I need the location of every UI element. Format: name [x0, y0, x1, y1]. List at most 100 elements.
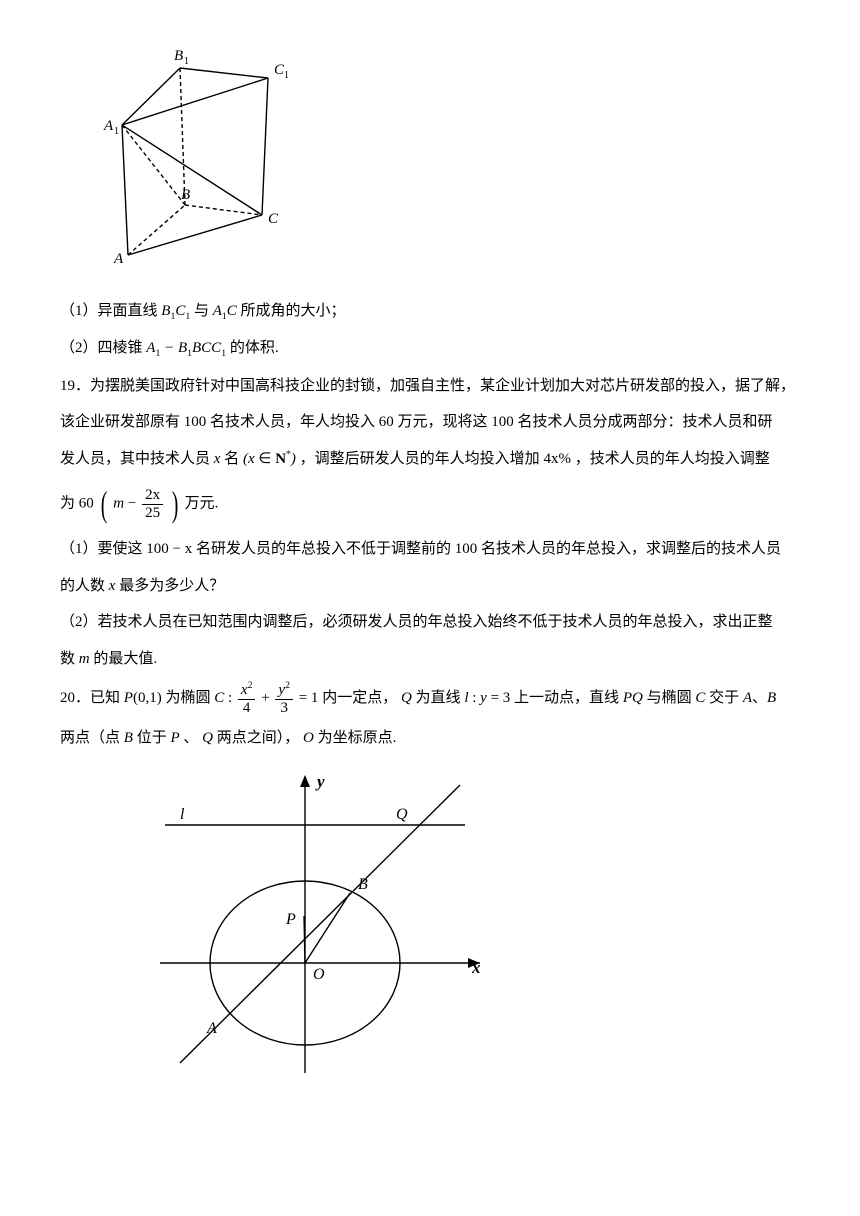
- q20-l2c: 、: [183, 730, 198, 746]
- den-25: 25: [145, 505, 160, 521]
- q19-intro3a: 发人员，其中技术人员: [60, 451, 214, 467]
- q18-part1: （1）异面直线 B1C1 与 A1C 所成角的大小；: [60, 297, 810, 327]
- svg-text:A: A: [206, 1020, 217, 1037]
- q20-e: 上一动点，直线: [514, 690, 623, 706]
- q20-Q: Q: [401, 690, 412, 706]
- q20-num: 20．: [60, 690, 90, 706]
- seg2-b: C: [227, 303, 237, 319]
- q18-p1-post: 所成角的大小；: [241, 303, 346, 319]
- q19-intro3b: 名: [224, 451, 243, 467]
- q19-p1-l1: （1）要使这 100 − x 名研发人员的年总投入不低于调整前的 100 名技术…: [60, 535, 810, 564]
- q20-a: 已知: [90, 690, 124, 706]
- q20-P: P(0,1): [124, 690, 162, 706]
- q20-C2: C: [695, 690, 705, 706]
- dun1: 、: [752, 690, 767, 706]
- q20-O: O: [303, 730, 314, 746]
- plus: +: [261, 690, 273, 706]
- seg-a1c: A1C: [213, 303, 241, 319]
- svg-text:P: P: [285, 911, 296, 928]
- svg-text:1: 1: [114, 126, 119, 137]
- seg2-a: A: [213, 303, 222, 319]
- q20-P2: P: [170, 730, 179, 746]
- frac-y2-3: y2 3: [275, 681, 293, 716]
- q19-p1b: 名研发人员的年总投入不低于调整前的 100 名技术人员的年总投入，求调整后的技术…: [196, 541, 781, 557]
- cone-e: C: [211, 340, 221, 356]
- frac-x2-4: x2 4: [238, 681, 256, 716]
- q19-p1d: 最多为多少人？: [119, 578, 224, 594]
- q19-p2-l2: 数 m 的最大值.: [60, 645, 810, 674]
- q19-intro3c: ，调整后研发人员的年人均投入增加: [300, 451, 544, 467]
- svg-text:O: O: [313, 966, 325, 983]
- svg-text:B: B: [358, 876, 368, 893]
- svg-text:y: y: [315, 772, 325, 791]
- cone-expr: A1 − B1BCC1: [146, 340, 230, 356]
- q19-formula: 为 60 ( m − 2x 25 ) 万元.: [60, 487, 810, 521]
- q19-line3: 发人员，其中技术人员 x 名 (x ∈ N*) ，调整后研发人员的年人均投入增加…: [60, 445, 810, 474]
- q19-p2a: （2）若技术人员在已知范围内调整后，必须研发人员的年总投入始终不低于技术人员的年…: [60, 614, 773, 630]
- q19-100minusx: 100 − x: [146, 541, 192, 557]
- q19-fpost: 万元.: [185, 495, 219, 511]
- q19-p1-l2: 的人数 x 最多为多少人？: [60, 572, 810, 601]
- seg1-b: C: [175, 303, 185, 319]
- q19-p1c: 的人数: [60, 578, 109, 594]
- q19-p2b: 数: [60, 651, 79, 667]
- var-x: x: [214, 451, 221, 467]
- ellipse-svg: OPBQAlxy: [140, 763, 500, 1083]
- lparen-icon: (: [100, 490, 107, 519]
- q20-l2b: 位于: [137, 730, 171, 746]
- q19-intro3d: ，技术人员的年人均投入调整: [575, 451, 770, 467]
- svg-text:B: B: [174, 48, 183, 64]
- eq1: = 1: [299, 690, 319, 706]
- q20-l2a: 两点（点: [60, 730, 124, 746]
- svg-text:1: 1: [184, 56, 189, 67]
- q18-p1-mid: 与: [194, 303, 213, 319]
- q20-b: 为椭圆: [165, 690, 214, 706]
- q20-line2: 两点（点 B 位于 P 、 Q 两点之间）， O 为坐标原点.: [60, 724, 810, 753]
- q19-p2-l1: （2）若技术人员在已知范围内调整后，必须研发人员的年总投入始终不低于技术人员的年…: [60, 608, 810, 637]
- q20-l2d: 两点之间），: [217, 730, 300, 746]
- seg-b1c1: B1C1: [161, 303, 194, 319]
- svg-text:A: A: [113, 251, 124, 267]
- svg-text:A: A: [103, 118, 114, 134]
- q20-l2e: 为坐标原点.: [318, 730, 397, 746]
- q20-B2: B: [124, 730, 133, 746]
- var-m: m: [79, 651, 90, 667]
- q19-num: 19．: [60, 378, 90, 394]
- q18-part2: （2）四棱锥 A1 − B1BCC1 的体积.: [60, 334, 810, 364]
- cone-c: B: [192, 340, 201, 356]
- den3: 3: [275, 700, 293, 717]
- q20-f: 与椭圆: [647, 690, 696, 706]
- x-in-N: (x ∈ N*): [243, 451, 296, 467]
- frac-2x-25: 2x 25: [142, 487, 163, 521]
- num-2x: 2x: [145, 487, 160, 503]
- four-x-pct: 4x%: [543, 451, 571, 467]
- svg-text:C: C: [268, 211, 279, 227]
- x-sq: x: [241, 682, 248, 698]
- q19-60: 60: [79, 495, 94, 511]
- q18-p2-pre: （2）四棱锥: [60, 340, 146, 356]
- q19-p2c: 的最大值.: [93, 651, 157, 667]
- var-x2: x: [109, 578, 116, 594]
- svg-text:B: B: [181, 187, 190, 203]
- q20-PQ: PQ: [623, 690, 643, 706]
- ellipse-figure: OPBQAlxy: [140, 763, 810, 1094]
- q20-lexpr: : y = 3: [472, 690, 510, 706]
- q20-Q2: Q: [202, 730, 213, 746]
- q19-p1a: （1）要使这: [60, 541, 146, 557]
- svg-text:x: x: [471, 958, 481, 977]
- q20-A: A: [743, 690, 752, 706]
- q19-line1: 19．为摆脱美国政府针对中国高科技企业的封锁，加强自主性，某企业计划加大对芯片研…: [60, 372, 810, 401]
- svg-text:Q: Q: [396, 806, 408, 823]
- q19-line2: 该企业研发部原有 100 名技术人员，年人均投入 60 万元，现将这 100 名…: [60, 408, 810, 437]
- q20-line1: 20．已知 P(0,1) 为椭圆 C : x2 4 + y2 3 = 1 内一定…: [60, 681, 810, 716]
- q20-l: l: [464, 690, 468, 706]
- q20-C: C: [214, 690, 224, 706]
- q20-B: B: [767, 690, 776, 706]
- prism-svg: ABCA1B1C1: [100, 40, 300, 270]
- q19-intro1: 为摆脱美国政府针对中国高科技企业的封锁，加强自主性，某企业计划加大对芯片研发部的…: [90, 378, 795, 394]
- q20-colon1: :: [228, 690, 236, 706]
- den4: 4: [238, 700, 256, 717]
- cone-b: B: [178, 340, 187, 356]
- prism-figure: ABCA1B1C1: [100, 40, 810, 281]
- q20-c: 内一定点，: [322, 690, 397, 706]
